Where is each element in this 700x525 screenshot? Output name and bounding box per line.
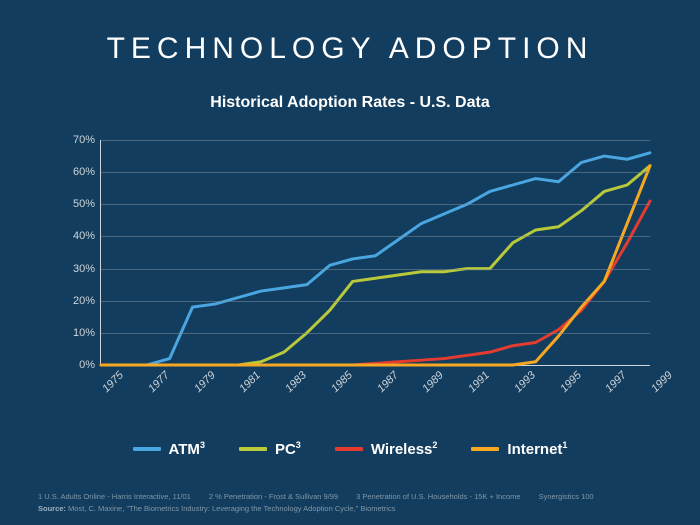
y-tick-label: 60% — [73, 166, 101, 178]
grid-line — [101, 236, 650, 237]
grid-line — [101, 301, 650, 302]
legend: ATM3 PC3 Wireless2 Internet1 — [0, 440, 700, 458]
legend-item-internet: Internet1 — [471, 440, 567, 458]
footnote-3: 3 Penetration of U.S. Households - 15K +… — [356, 491, 520, 503]
legend-swatch — [335, 447, 363, 451]
plot-area: 0%10%20%30%40%50%60%70%19751977197919811… — [100, 140, 650, 366]
legend-label: ATM3 — [169, 440, 205, 458]
source-text: Most, C. Maxine, "The Biometrics Industr… — [66, 504, 396, 513]
y-tick-label: 30% — [73, 263, 101, 275]
y-tick-label: 70% — [73, 134, 101, 146]
x-tick-label: 1979 — [187, 365, 217, 395]
x-tick-label: 1993 — [508, 365, 538, 395]
x-tick-label: 1977 — [142, 365, 172, 395]
y-tick-label: 20% — [73, 295, 101, 307]
y-tick-label: 0% — [79, 359, 101, 371]
x-tick-label: 1999 — [645, 365, 675, 395]
series-line-pc — [101, 166, 650, 365]
x-tick-label: 1997 — [599, 365, 629, 395]
legend-item-atm: ATM3 — [133, 440, 205, 458]
grid-line — [101, 204, 650, 205]
legend-label: Internet1 — [507, 440, 567, 458]
series-line-internet — [101, 166, 650, 365]
grid-line — [101, 269, 650, 270]
footnote-2: 2 % Penetration - Frost & Sullivan 9/99 — [209, 491, 338, 503]
x-tick-label: 1989 — [416, 365, 446, 395]
legend-label: PC3 — [275, 440, 301, 458]
x-tick-label: 1987 — [370, 365, 400, 395]
grid-line — [101, 172, 650, 173]
legend-label: Wireless2 — [371, 440, 438, 458]
source-label: Source: — [38, 504, 66, 513]
chart: 0%10%20%30%40%50%60%70%19751977197919811… — [62, 140, 658, 400]
page-title: TECHNOLOGY ADOPTION — [0, 0, 700, 66]
footnote-1: 1 U.S. Adults Online - Harris Interactiv… — [38, 491, 191, 503]
chart-lines — [101, 140, 650, 365]
grid-line — [101, 333, 650, 334]
legend-item-pc: PC3 — [239, 440, 301, 458]
x-tick-label: 1985 — [325, 365, 355, 395]
x-tick-label: 1981 — [233, 365, 263, 395]
y-tick-label: 40% — [73, 230, 101, 242]
x-tick-label: 1991 — [462, 365, 492, 395]
footnote-4: Synergistics 100 — [539, 491, 594, 503]
footnotes: 1 U.S. Adults Online - Harris Interactiv… — [38, 491, 662, 515]
legend-swatch — [471, 447, 499, 451]
grid-line — [101, 140, 650, 141]
series-line-wireless — [101, 201, 650, 365]
legend-swatch — [133, 447, 161, 451]
y-tick-label: 10% — [73, 327, 101, 339]
legend-item-wireless: Wireless2 — [335, 440, 438, 458]
chart-title: Historical Adoption Rates - U.S. Data — [0, 94, 700, 112]
x-tick-label: 1995 — [553, 365, 583, 395]
legend-swatch — [239, 447, 267, 451]
x-tick-label: 1983 — [279, 365, 309, 395]
y-tick-label: 50% — [73, 198, 101, 210]
